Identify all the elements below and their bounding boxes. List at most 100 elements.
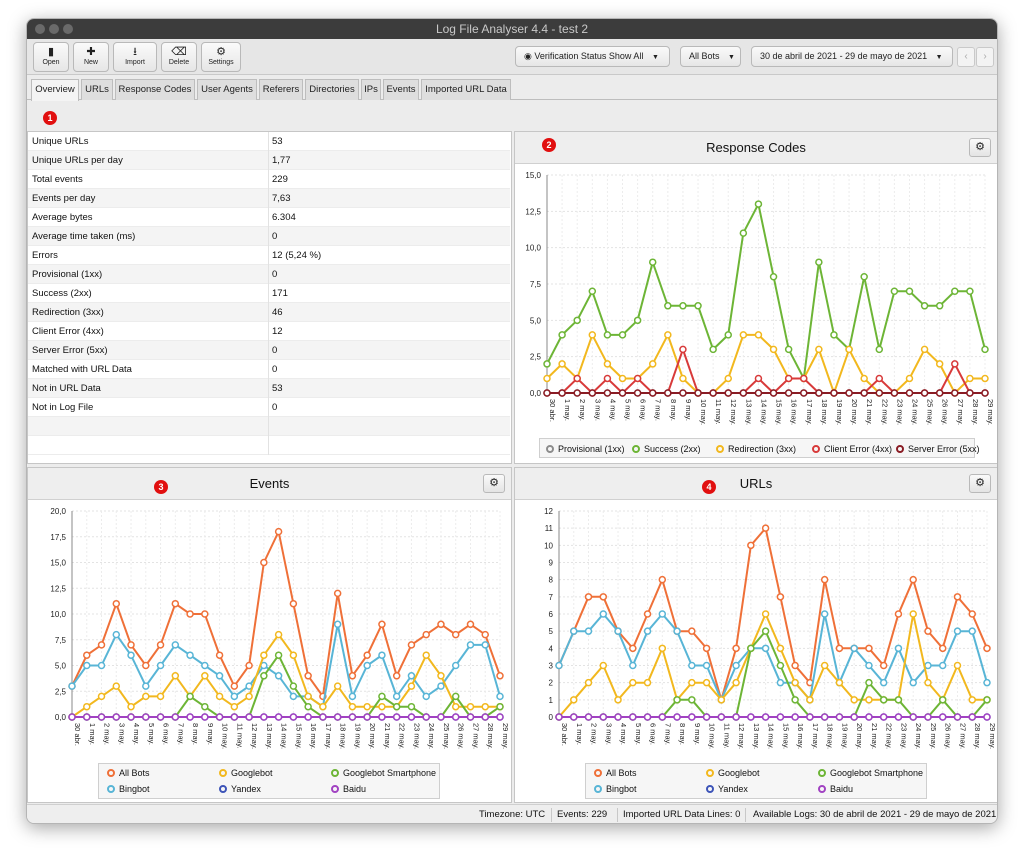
data-point[interactable] (815, 258, 823, 266)
data-point[interactable] (274, 527, 283, 536)
data-point[interactable] (890, 389, 899, 397)
data-point[interactable] (588, 389, 597, 397)
data-point[interactable] (629, 661, 637, 670)
data-point[interactable] (754, 374, 763, 383)
data-point[interactable] (905, 374, 914, 383)
data-point[interactable] (97, 641, 106, 649)
legend-item[interactable]: All Bots (107, 768, 150, 778)
table-row[interactable]: Events per day 7,63 (28, 189, 510, 208)
table-row[interactable]: Not in Log File 0 (28, 398, 510, 417)
data-point[interactable] (599, 661, 608, 670)
data-point[interactable] (924, 713, 932, 721)
data-point[interactable] (983, 713, 991, 721)
previous-range-button[interactable]: ‹ (957, 47, 975, 67)
data-point[interactable] (865, 678, 873, 687)
tab-imported-url-data[interactable]: Imported URL Data (421, 79, 511, 100)
data-point[interactable] (289, 713, 298, 721)
data-point[interactable] (599, 593, 608, 601)
data-point[interactable] (909, 678, 917, 687)
data-point[interactable] (260, 672, 268, 680)
data-point[interactable] (260, 713, 268, 721)
data-point[interactable] (543, 374, 551, 383)
data-point[interactable] (171, 713, 180, 721)
data-point[interactable] (761, 713, 770, 721)
table-row[interactable]: Redirection (3xx) 46 (28, 303, 510, 322)
data-point[interactable] (348, 672, 357, 680)
data-point[interactable] (835, 678, 844, 687)
data-point[interactable] (820, 610, 829, 618)
data-point[interactable] (573, 374, 581, 383)
data-point[interactable] (717, 696, 726, 704)
zoom-window-button[interactable] (63, 24, 73, 34)
data-point[interactable] (633, 374, 642, 383)
data-point[interactable] (664, 389, 672, 397)
data-point[interactable] (951, 360, 959, 368)
data-point[interactable] (702, 678, 711, 687)
data-point[interactable] (879, 678, 888, 687)
data-point[interactable] (555, 661, 563, 670)
data-point[interactable] (289, 692, 298, 701)
data-point[interactable] (127, 641, 135, 649)
data-point[interactable] (769, 272, 778, 281)
data-point[interactable] (274, 630, 283, 639)
data-point[interactable] (588, 287, 597, 296)
tab-overview[interactable]: Overview (31, 79, 79, 101)
tab-events[interactable]: Events (383, 79, 419, 100)
data-point[interactable] (378, 702, 386, 711)
data-point[interactable] (879, 713, 888, 721)
data-point[interactable] (201, 713, 209, 721)
data-point[interactable] (83, 661, 91, 670)
table-row[interactable]: Average time taken (ms) 0 (28, 227, 510, 246)
data-point[interactable] (407, 641, 416, 649)
tab-referers[interactable]: Referers (259, 79, 303, 100)
data-point[interactable] (694, 389, 702, 397)
data-point[interactable] (319, 702, 327, 711)
data-point[interactable] (68, 713, 76, 721)
table-row[interactable] (28, 417, 510, 436)
data-point[interactable] (348, 692, 357, 701)
delete-button[interactable]: ⌫ Delete (161, 42, 197, 72)
data-point[interactable] (378, 713, 386, 721)
legend-item[interactable]: Baidu (331, 784, 366, 794)
data-point[interactable] (732, 678, 740, 687)
data-point[interactable] (186, 651, 194, 659)
data-point[interactable] (215, 713, 224, 721)
data-point[interactable] (935, 302, 944, 310)
data-point[interactable] (694, 302, 702, 310)
data-point[interactable] (924, 678, 932, 687)
data-point[interactable] (920, 302, 929, 310)
data-point[interactable] (951, 287, 959, 296)
data-point[interactable] (558, 331, 566, 339)
data-point[interactable] (97, 661, 106, 670)
data-point[interactable] (629, 713, 637, 721)
data-point[interactable] (215, 672, 224, 680)
data-point[interactable] (274, 713, 283, 721)
data-point[interactable] (664, 331, 672, 339)
legend-item[interactable]: Googlebot (706, 768, 760, 778)
data-point[interactable] (791, 713, 799, 721)
data-point[interactable] (865, 713, 873, 721)
data-point[interactable] (451, 692, 460, 701)
legend-item[interactable]: Bingbot (107, 784, 150, 794)
data-point[interactable] (584, 678, 593, 687)
data-point[interactable] (186, 610, 194, 618)
data-point[interactable] (966, 287, 974, 296)
data-point[interactable] (845, 389, 853, 397)
data-point[interactable] (543, 360, 551, 368)
data-point[interactable] (815, 345, 823, 354)
data-point[interactable] (761, 627, 770, 635)
data-point[interactable] (142, 661, 150, 670)
data-point[interactable] (451, 702, 460, 711)
data-point[interactable] (230, 713, 239, 721)
data-point[interactable] (935, 389, 944, 397)
data-point[interactable] (732, 713, 740, 721)
data-point[interactable] (289, 682, 298, 690)
data-point[interactable] (909, 610, 917, 618)
data-point[interactable] (573, 316, 581, 325)
data-point[interactable] (363, 713, 371, 721)
data-point[interactable] (791, 661, 799, 670)
data-point[interactable] (319, 713, 327, 721)
table-row[interactable]: Success (2xx) 171 (28, 284, 510, 303)
data-point[interactable] (747, 644, 755, 653)
data-point[interactable] (732, 644, 740, 653)
